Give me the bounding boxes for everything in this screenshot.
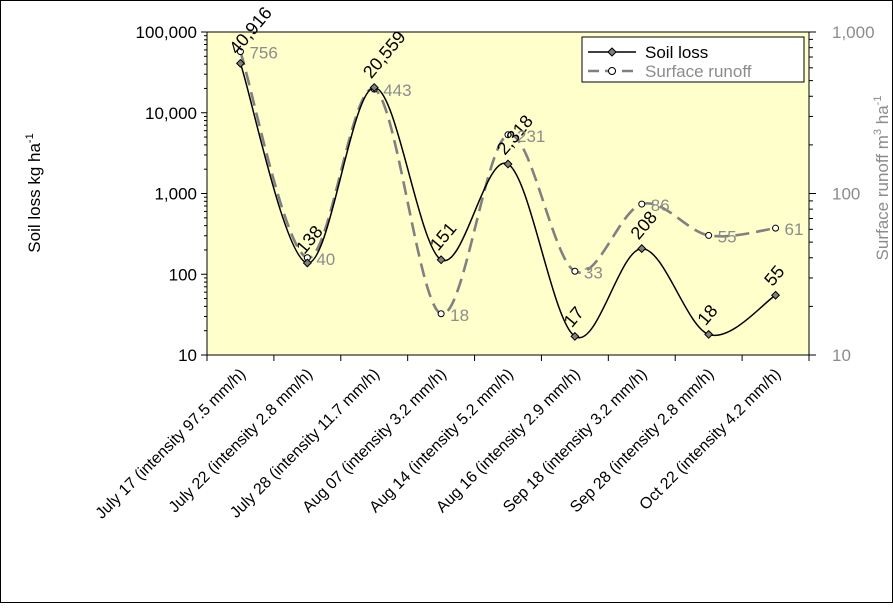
left-tick-label: 1,000 <box>154 185 197 204</box>
right-axis: 10 100 1,000 <box>809 23 875 365</box>
right-axis-title-sup2: -1 <box>872 96 884 106</box>
surface-runoff-data-label: 61 <box>785 220 804 239</box>
legend-box <box>581 36 805 83</box>
surface-runoff-data-label: 443 <box>383 81 411 100</box>
legend-surface-runoff-label: Surface runoff <box>645 62 752 81</box>
surface-runoff-data-label: 231 <box>517 127 545 146</box>
left-tick-label: 100 <box>169 265 197 284</box>
surface-runoff-point <box>437 310 445 318</box>
surface-runoff-data-label: 33 <box>584 263 603 282</box>
soil-loss-point <box>369 82 379 92</box>
surface-runoff-data-label: 18 <box>450 306 469 325</box>
soil-loss-point <box>436 255 446 265</box>
soil-loss-point <box>637 244 647 254</box>
left-axis-title: Soil loss kg ha-1 <box>24 133 44 252</box>
left-axis-title-sup: -1 <box>24 133 36 143</box>
right-axis-title: Surface runoff m3 ha-1 <box>872 96 892 261</box>
right-axis-title-sup1: 3 <box>872 129 884 135</box>
series-layer <box>235 48 781 341</box>
plot-area <box>206 31 810 356</box>
right-axis-title-text: Surface runoff m <box>873 135 892 260</box>
soil-loss-point <box>704 329 714 339</box>
surface-runoff-point <box>504 131 512 139</box>
surface-runoff-point <box>638 200 646 208</box>
surface-runoff-data-label: 86 <box>651 196 670 215</box>
soil-loss-point <box>771 290 781 300</box>
right-tick-label: 10 <box>832 346 851 365</box>
soil-loss-point <box>570 331 580 341</box>
surface-runoff-data-label: 756 <box>249 44 277 63</box>
right-tick-label: 1,000 <box>832 23 875 42</box>
legend-soil-loss-marker <box>607 47 617 57</box>
surface-runoff-data-label: 40 <box>316 250 335 269</box>
surface-runoff-point <box>705 231 713 239</box>
left-axis: 10 100 1,000 10,000 100,000 <box>136 23 207 365</box>
legend-surface-runoff-marker <box>608 67 616 75</box>
surface-runoff-line <box>239 51 776 316</box>
left-tick-label: 10 <box>178 346 197 365</box>
soil-loss-point <box>235 58 245 68</box>
surface-runoff-point <box>236 48 244 56</box>
soil-loss-point <box>503 159 513 169</box>
left-tick-label: 10,000 <box>145 104 197 123</box>
surface-runoff-data-label: 55 <box>718 227 737 246</box>
right-tick-label: 100 <box>832 185 860 204</box>
left-tick-label: 100,000 <box>136 23 197 42</box>
legend-soil-loss-label: Soil loss <box>645 43 708 62</box>
soil-loss-point <box>302 258 312 268</box>
legend: Soil loss Surface runoff <box>581 36 805 83</box>
soil-loss-line <box>239 63 777 339</box>
right-axis-title-mid: ha <box>873 105 892 129</box>
left-axis-title-text: Soil loss kg ha <box>25 143 44 253</box>
surface-runoff-point <box>571 267 579 275</box>
surface-runoff-point <box>772 224 780 232</box>
